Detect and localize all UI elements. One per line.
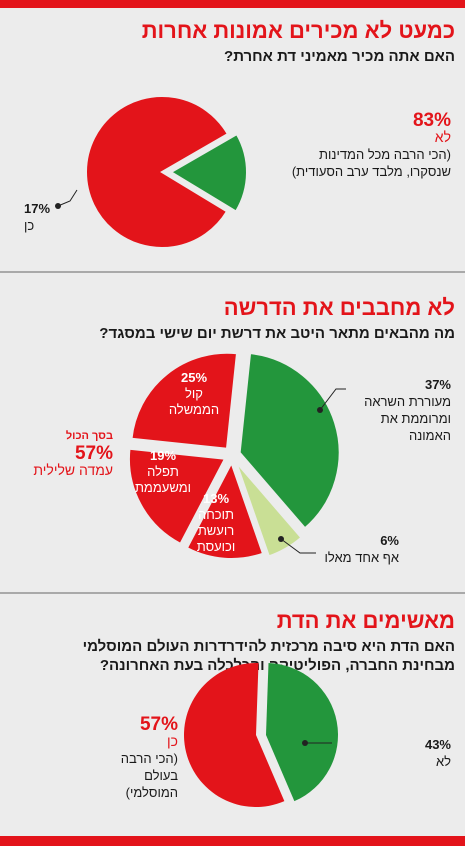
section3-question-line1: האם הדת היא סיבה מרכזית להידרדרות העולם … bbox=[82, 638, 455, 655]
bottom-accent-bar bbox=[0, 836, 465, 846]
c2-inspire-line1: מעוררת השראה bbox=[364, 394, 451, 409]
label-angry-line1: תוכחה bbox=[198, 507, 234, 522]
c2-none-label: 6% אף אחד מאלו bbox=[324, 532, 399, 566]
pie2-slice-0 bbox=[238, 352, 341, 530]
pie2-slice-1 bbox=[235, 461, 303, 558]
c3-yes-label: 57% כן (הכי הרבה בעולם המוסלמי) bbox=[98, 714, 178, 801]
pie1-slice-0 bbox=[85, 95, 230, 249]
label-angry-line3: וכועסת bbox=[197, 539, 236, 554]
pie3-slice-yes bbox=[183, 663, 285, 808]
c1-yes-text: כן bbox=[24, 218, 35, 233]
pie2-slice-3 bbox=[127, 447, 227, 546]
pie3-slice-no bbox=[266, 663, 338, 802]
c1-no-note1: (הכי הרבה מכל המדינות bbox=[319, 147, 451, 162]
leader-dot-c1-yes bbox=[55, 203, 61, 209]
c3-yes-pct: 57% bbox=[139, 714, 178, 735]
leader-dot-c2-none bbox=[278, 536, 284, 542]
c1-no-text: לא bbox=[434, 129, 451, 145]
leader-line-c2-inspire bbox=[319, 388, 346, 411]
section1-title: כמעט לא מכירים אמונות אחרות bbox=[141, 18, 455, 43]
c2-total-caption: בסך הכול bbox=[65, 430, 113, 442]
pie-chart-2 bbox=[127, 351, 341, 560]
label-boring-pct: 19% bbox=[150, 448, 176, 463]
c2-total-label: בסך הכול 57% עמדה שלילית bbox=[18, 428, 113, 479]
pie-chart-1 bbox=[85, 95, 248, 249]
c2-none-text: אף אחד מאלו bbox=[324, 550, 399, 565]
leader-line-c2-none bbox=[280, 538, 316, 554]
c3-no-label: 43% לא bbox=[425, 736, 451, 770]
c3-yes-note1: (הכי הרבה בעולם bbox=[120, 751, 178, 783]
c2-inspire-line2: ומרוממת את bbox=[380, 411, 451, 426]
label-gov-line1: קול bbox=[185, 386, 203, 401]
pie1-slice-1 bbox=[169, 132, 248, 213]
c1-no-pct: 83% bbox=[412, 110, 451, 131]
section2-title: לא מחבבים את הדרשה bbox=[223, 295, 455, 320]
pie2-slice-2 bbox=[185, 460, 265, 560]
label-boring-line2: ומשעממת bbox=[135, 480, 191, 495]
c3-no-text: לא bbox=[435, 754, 451, 769]
pie2-slice-4 bbox=[130, 351, 239, 450]
c2-total-pct: 57% bbox=[74, 443, 113, 464]
pie-chart-3 bbox=[183, 663, 338, 808]
c2-inspire-pct: 37% bbox=[424, 377, 451, 392]
c3-yes-note2: המוסלמי) bbox=[125, 785, 178, 800]
c2-none-pct: 6% bbox=[380, 533, 399, 548]
c2-inspire-line3: האמונה bbox=[408, 428, 451, 443]
c1-yes-pct: 17% bbox=[24, 201, 51, 216]
c2-total-text: עמדה שלילית bbox=[33, 462, 113, 478]
section1-question: האם אתה מכיר מאמיני דת אחרת? bbox=[224, 48, 455, 65]
section-divider-2 bbox=[0, 592, 465, 594]
leader-dot-c3-no bbox=[302, 740, 308, 746]
section2-question: מה מהבאים מתאר היטב את דרשת יום שישי במס… bbox=[99, 325, 455, 342]
section-divider-1 bbox=[0, 271, 465, 273]
c2-inspire-label: 37% מעוררת השראה ומרוממת את האמונה bbox=[364, 376, 451, 444]
c1-yes-label: 17% כן bbox=[24, 200, 50, 234]
c1-no-note2: שנסקרו, מלבד ערב הסעודית) bbox=[291, 164, 451, 179]
c3-no-pct: 43% bbox=[424, 737, 451, 752]
section3-title: מאשימים את הדת bbox=[276, 608, 455, 633]
label-gov-line2: הממשלה bbox=[169, 402, 219, 417]
leader-line-c1-yes bbox=[57, 189, 78, 207]
label-angry-line2: רועשת bbox=[198, 523, 234, 538]
c3-yes-text: כן bbox=[167, 733, 178, 749]
label-gov-pct: 25% bbox=[181, 370, 207, 385]
leader-dot-c2-inspire bbox=[317, 407, 323, 413]
label-angry-pct: 13% bbox=[203, 491, 229, 506]
label-boring-line1: תפלה bbox=[147, 464, 179, 479]
top-accent-bar bbox=[0, 0, 465, 8]
c1-no-label: 83% לא (הכי הרבה מכל המדינות שנסקרו, מלב… bbox=[291, 110, 451, 180]
